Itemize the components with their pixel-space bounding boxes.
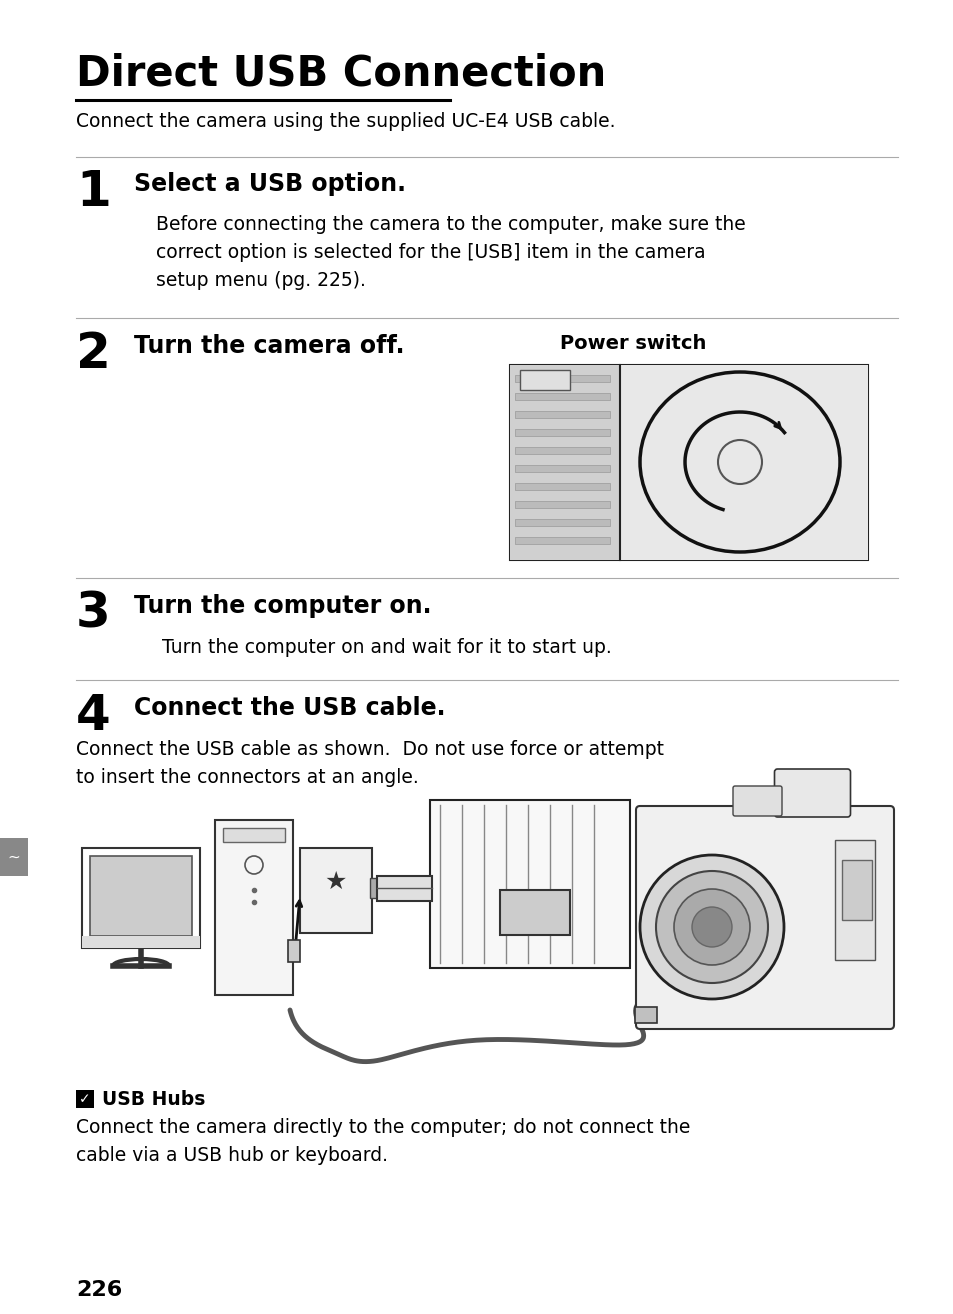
Text: ∼: ∼ xyxy=(8,849,20,865)
Bar xyxy=(619,365,867,560)
Bar xyxy=(499,890,569,936)
Bar xyxy=(515,465,609,472)
Text: Connect the USB cable.: Connect the USB cable. xyxy=(133,696,445,720)
Circle shape xyxy=(639,855,783,999)
Bar xyxy=(834,840,874,961)
FancyBboxPatch shape xyxy=(774,769,850,817)
Bar xyxy=(515,411,609,418)
Text: Direct USB Connection: Direct USB Connection xyxy=(76,53,605,95)
Bar xyxy=(841,859,871,920)
FancyBboxPatch shape xyxy=(636,805,893,1029)
Bar xyxy=(430,800,629,968)
Circle shape xyxy=(673,890,749,964)
Bar xyxy=(82,848,200,947)
Circle shape xyxy=(691,907,731,947)
Text: Connect the USB cable as shown.  Do not use force or attempt
to insert the conne: Connect the USB cable as shown. Do not u… xyxy=(76,740,663,787)
Text: USB Hubs: USB Hubs xyxy=(102,1091,205,1109)
Text: 4: 4 xyxy=(76,692,111,740)
Bar xyxy=(515,501,609,509)
Bar xyxy=(90,855,192,936)
Text: ★: ★ xyxy=(324,870,347,894)
Bar xyxy=(515,537,609,544)
Text: Turn the camera off.: Turn the camera off. xyxy=(133,334,404,357)
Bar xyxy=(82,936,200,947)
Text: Turn the computer on.: Turn the computer on. xyxy=(133,594,431,618)
Bar xyxy=(510,365,867,560)
Text: 226: 226 xyxy=(76,1280,122,1300)
Text: 1: 1 xyxy=(76,168,111,215)
Bar xyxy=(370,878,377,897)
Text: 2: 2 xyxy=(76,330,111,378)
Circle shape xyxy=(656,871,767,983)
Bar xyxy=(288,940,299,962)
Bar xyxy=(510,365,619,560)
Text: Connect the camera using the supplied UC-E4 USB cable.: Connect the camera using the supplied UC… xyxy=(76,112,615,131)
Bar xyxy=(515,428,609,436)
Text: Power switch: Power switch xyxy=(559,334,705,353)
Bar xyxy=(214,820,293,995)
Bar xyxy=(515,374,609,382)
Text: Select a USB option.: Select a USB option. xyxy=(133,172,406,196)
Bar xyxy=(376,876,432,901)
Text: Before connecting the camera to the computer, make sure the
correct option is se: Before connecting the camera to the comp… xyxy=(156,215,745,290)
Bar xyxy=(76,1091,94,1108)
Bar xyxy=(515,519,609,526)
Bar xyxy=(515,393,609,399)
FancyBboxPatch shape xyxy=(732,786,781,816)
Text: Connect the camera directly to the computer; do not connect the
cable via a USB : Connect the camera directly to the compu… xyxy=(76,1118,690,1166)
Text: ✓: ✓ xyxy=(79,1092,91,1106)
Text: 3: 3 xyxy=(76,590,111,639)
Bar xyxy=(635,1007,657,1024)
Text: Turn the computer on and wait for it to start up.: Turn the computer on and wait for it to … xyxy=(156,639,611,657)
Bar xyxy=(515,484,609,490)
Bar xyxy=(0,838,28,876)
Bar xyxy=(223,828,285,842)
Bar xyxy=(519,371,569,390)
Bar xyxy=(299,848,372,933)
Bar xyxy=(515,447,609,455)
